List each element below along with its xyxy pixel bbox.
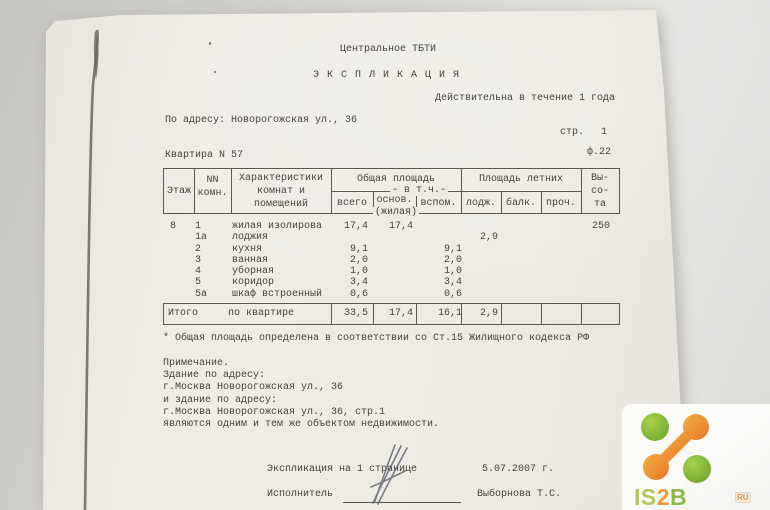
col-total: всего (336, 198, 367, 209)
col-loggia: лодж. (465, 198, 496, 209)
table-row: 8 1 жилая изолирова 17,4 17,4 250 (170, 221, 610, 232)
is2b-logo-text: IS2B (634, 484, 688, 510)
incl-label: - в т.ч.- (389, 185, 448, 196)
table-row: 3 ванная 2,0 2,0 (195, 255, 462, 266)
col-characteristics: Характеристики (238, 173, 323, 184)
table-row: 1а лоджия 2,9 (195, 232, 498, 243)
is2b-logo-ru-badge: RU (735, 492, 751, 503)
table-row: 5 коридор 3,4 3,4 (195, 277, 462, 288)
address-line: По адресу: Новорогожская ул., 36 (165, 115, 358, 126)
table-row: 4 уборная 1,0 1,0 (195, 266, 462, 277)
signature-line (343, 502, 461, 504)
col-main: основ. (376, 195, 413, 206)
validity-note: Действительна в течение 1 года (435, 93, 616, 104)
note-line: являются одним и тем же объектом недвижи… (163, 419, 440, 430)
col-aux: вспом. (420, 198, 457, 209)
col-nn: NN (206, 175, 219, 186)
dust-speck (209, 42, 211, 45)
table-row: 2 кухня 9,1 9,1 (195, 244, 462, 255)
doc-title: Э К С П Л И К А Ц И Я (313, 70, 461, 81)
pages-summary: Экспликация на 1 странице (267, 464, 418, 475)
totals-label: Итого (168, 308, 199, 319)
apartment-number: Квартира N 57 (165, 150, 244, 161)
note-line: Примечание. (163, 358, 230, 369)
executor-name: Выборнова Т.С. (477, 489, 562, 500)
group-summer-area: Площадь летних (478, 174, 563, 185)
org-name: Центральное ТБТИ (340, 44, 437, 55)
note-line: г.Москва Новорогожская ул., 36 (163, 382, 344, 393)
doc-date: 5.07.2007 г. (482, 464, 555, 475)
col-balcony: балк. (505, 198, 536, 209)
col-height: Вы- (590, 173, 609, 184)
form-code: ф.22 (587, 147, 612, 158)
footnote: * Общая площадь определена в соответстви… (163, 333, 590, 344)
group-total-area: Общая площадь (356, 174, 435, 185)
note-line: и здание по адресу: (163, 395, 278, 406)
dust-speck (214, 71, 216, 73)
table-row: 5а шкаф встроенный 0,6 0,6 (195, 289, 462, 300)
note-line: г.Москва Новорогожская ул., 36, стр.1 (163, 407, 386, 418)
executor-label: Исполнитель (267, 489, 334, 500)
page-number: 1 (601, 127, 608, 138)
note-line: Здание по адресу: (163, 370, 266, 381)
totals-scope: по квартире (228, 308, 295, 319)
is2b-watermark: IS2B RU (622, 404, 770, 510)
col-main-sub: (жилая) (373, 207, 420, 218)
col-floor: Этаж (166, 186, 191, 197)
table-totals (163, 303, 620, 325)
totals-row: Итого по квартире 33,5 17,4 16,1 2,9 (168, 308, 498, 319)
signature (370, 444, 408, 505)
table-header: Этаж NN комн. Характеристики комнат и по… (163, 168, 620, 218)
col-other: проч. (545, 198, 576, 209)
is2b-logo-icon (641, 413, 711, 483)
page-label: стр. (560, 127, 585, 138)
